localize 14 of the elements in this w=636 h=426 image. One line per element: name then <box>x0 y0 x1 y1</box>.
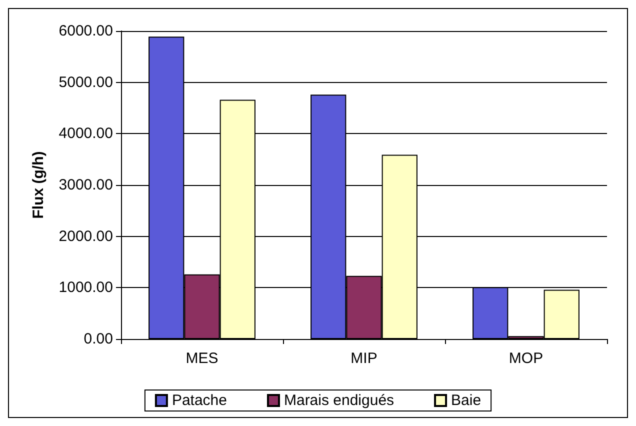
y-tick-label: 0.00 <box>84 330 113 348</box>
y-tick-label: 5000.00 <box>58 74 113 91</box>
y-tick-label: 1000.00 <box>58 279 113 296</box>
y-tick-label: 2000.00 <box>58 228 113 245</box>
y-tick-label: 6000.00 <box>58 22 113 40</box>
y-axis-title: Flux (g/h) <box>30 151 47 219</box>
legend-label: Baie <box>451 392 482 409</box>
y-tick-label: 4000.00 <box>58 125 113 142</box>
x-tick-label: MIP <box>350 350 378 367</box>
legend-label: Marais endigués <box>284 392 394 409</box>
x-tick-label: MES <box>186 350 218 367</box>
y-tick-label: 3000.00 <box>58 176 113 194</box>
legend-label: Patache <box>172 392 227 409</box>
x-tick-label: MOP <box>508 350 544 367</box>
